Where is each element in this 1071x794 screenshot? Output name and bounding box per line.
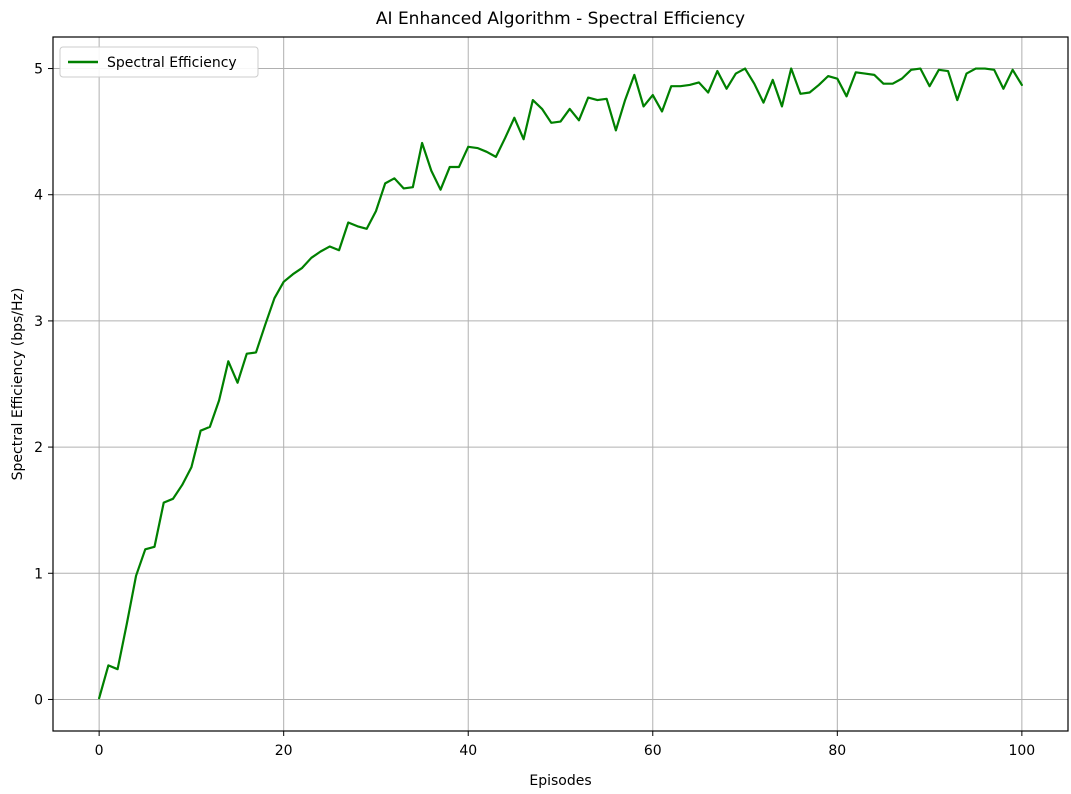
x-axis-label: Episodes bbox=[529, 773, 591, 789]
axis-ticks: 0 20 40 60 80 100 0 1 2 3 4 5 bbox=[34, 62, 1035, 759]
legend: Spectral Efficiency bbox=[59, 46, 259, 78]
x-tick-label: 60 bbox=[644, 743, 662, 759]
legend-box bbox=[59, 46, 259, 78]
series-line-spectral-efficiency bbox=[98, 67, 1023, 700]
y-tick-label: 3 bbox=[34, 314, 43, 330]
y-axis-label: Spectral Efficiency (bps/Hz) bbox=[10, 288, 26, 481]
x-tick-label: 80 bbox=[828, 743, 846, 759]
x-tick-label: 100 bbox=[1008, 743, 1035, 759]
y-tick-label: 0 bbox=[34, 692, 43, 708]
y-tick-label: 2 bbox=[34, 440, 43, 456]
x-tick-label: 40 bbox=[459, 743, 477, 759]
y-tick-label: 5 bbox=[34, 62, 43, 78]
series-layer bbox=[98, 67, 1023, 700]
plot-frame bbox=[52, 36, 1069, 732]
y-tick-label: 4 bbox=[34, 188, 43, 204]
legend-entry-spectral-efficiency: Spectral Efficiency bbox=[107, 55, 237, 71]
y-tick-label: 1 bbox=[34, 566, 43, 582]
chart-title: AI Enhanced Algorithm - Spectral Efficie… bbox=[376, 9, 745, 29]
x-tick-label: 0 bbox=[95, 743, 104, 759]
x-tick-label: 20 bbox=[275, 743, 293, 759]
